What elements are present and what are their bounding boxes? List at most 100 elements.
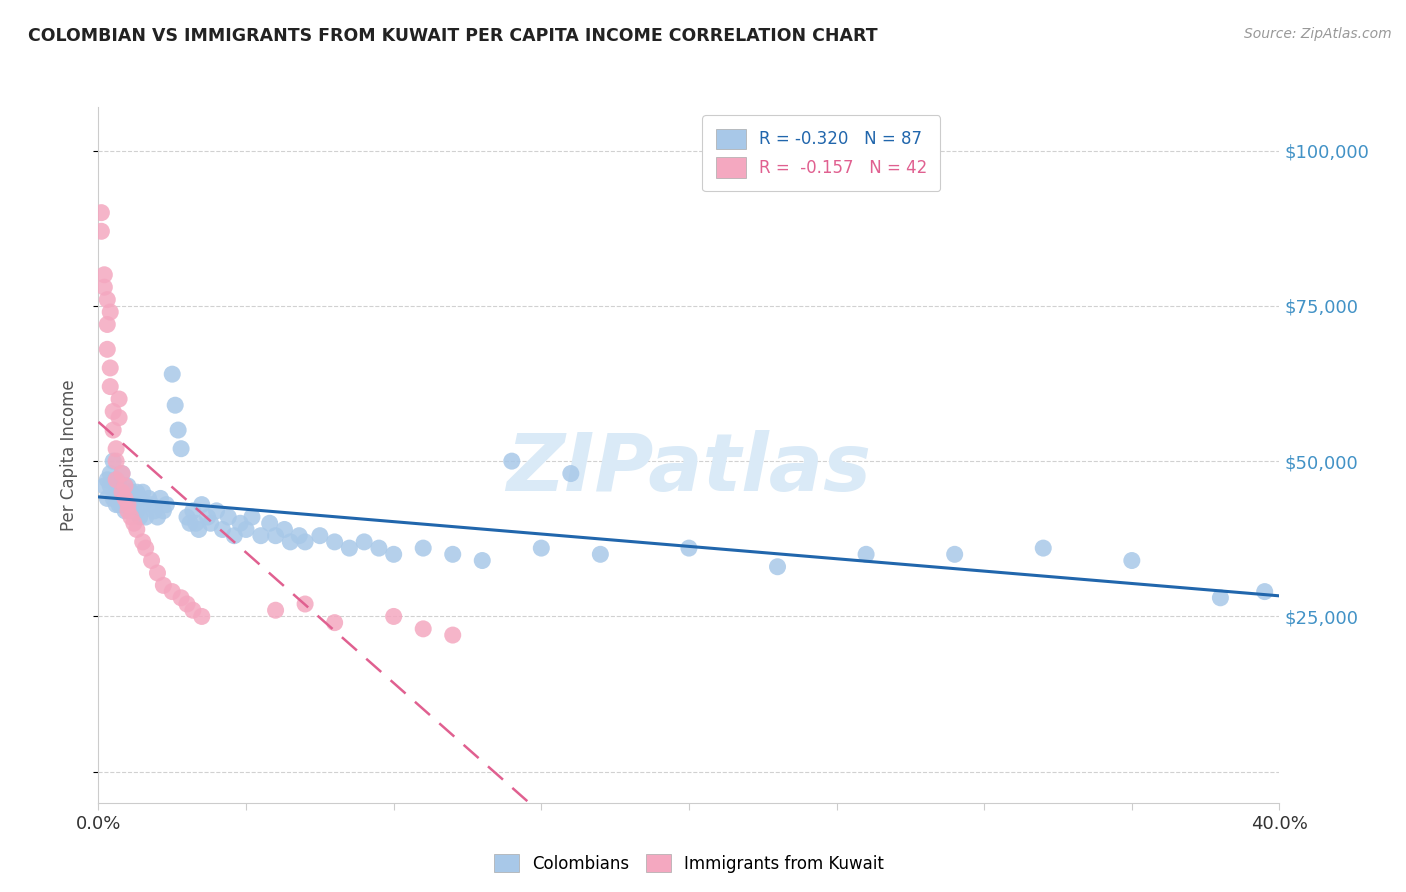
- Point: [323, 534, 346, 549]
- Text: COLOMBIAN VS IMMIGRANTS FROM KUWAIT PER CAPITA INCOME CORRELATION CHART: COLOMBIAN VS IMMIGRANTS FROM KUWAIT PER …: [28, 27, 877, 45]
- Point: [103, 454, 125, 468]
- Point: [149, 491, 172, 506]
- Point: [278, 534, 302, 549]
- Point: [132, 534, 155, 549]
- Point: [120, 504, 142, 518]
- Point: [205, 504, 228, 518]
- Point: [111, 491, 134, 506]
- Point: [108, 479, 131, 493]
- Legend: R = -0.320   N = 87, R =  -0.157   N = 42: R = -0.320 N = 87, R = -0.157 N = 42: [702, 115, 941, 191]
- Point: [93, 479, 115, 493]
- Point: [187, 523, 209, 537]
- Point: [90, 224, 112, 238]
- Point: [96, 293, 118, 307]
- Point: [368, 541, 391, 555]
- Point: [229, 516, 252, 531]
- Point: [152, 578, 174, 592]
- Point: [1209, 591, 1232, 605]
- Point: [353, 534, 375, 549]
- Point: [128, 491, 150, 506]
- Point: [191, 609, 214, 624]
- Point: [855, 547, 877, 561]
- Point: [135, 510, 157, 524]
- Point: [90, 205, 112, 219]
- Point: [117, 504, 139, 518]
- Point: [105, 485, 128, 500]
- Point: [165, 398, 187, 412]
- Point: [273, 523, 295, 537]
- Point: [162, 367, 183, 381]
- Point: [167, 423, 190, 437]
- Point: [122, 491, 145, 506]
- Point: [678, 541, 700, 555]
- Point: [294, 597, 316, 611]
- Point: [96, 491, 118, 506]
- Point: [103, 491, 125, 506]
- Point: [200, 516, 222, 531]
- Point: [117, 498, 139, 512]
- Point: [105, 473, 128, 487]
- Point: [105, 442, 128, 456]
- Point: [108, 498, 131, 512]
- Point: [125, 485, 148, 500]
- Point: [176, 597, 198, 611]
- Point: [98, 479, 121, 493]
- Point: [259, 516, 281, 531]
- Point: [766, 559, 789, 574]
- Point: [162, 584, 183, 599]
- Point: [323, 615, 346, 630]
- Point: [108, 410, 131, 425]
- Point: [93, 268, 115, 282]
- Point: [111, 467, 134, 481]
- Text: Source: ZipAtlas.com: Source: ZipAtlas.com: [1244, 27, 1392, 41]
- Point: [98, 467, 121, 481]
- Point: [120, 510, 142, 524]
- Point: [211, 523, 233, 537]
- Point: [111, 467, 134, 481]
- Point: [143, 504, 166, 518]
- Point: [170, 591, 193, 605]
- Point: [530, 541, 553, 555]
- Point: [132, 498, 155, 512]
- Point: [412, 622, 434, 636]
- Point: [98, 360, 121, 375]
- Point: [108, 491, 131, 506]
- Text: ZIPatlas: ZIPatlas: [506, 430, 872, 508]
- Point: [179, 516, 201, 531]
- Point: [114, 504, 136, 518]
- Point: [146, 566, 169, 580]
- Point: [96, 343, 118, 357]
- Point: [155, 498, 177, 512]
- Point: [943, 547, 966, 561]
- Point: [114, 491, 136, 506]
- Point: [125, 523, 148, 537]
- Point: [181, 504, 204, 518]
- Point: [471, 553, 494, 567]
- Point: [117, 479, 139, 493]
- Point: [111, 485, 134, 500]
- Point: [382, 609, 405, 624]
- Point: [217, 510, 239, 524]
- Point: [96, 473, 118, 487]
- Point: [176, 510, 198, 524]
- Point: [264, 603, 287, 617]
- Point: [105, 498, 128, 512]
- Point: [1254, 584, 1277, 599]
- Point: [240, 510, 263, 524]
- Point: [103, 423, 125, 437]
- Point: [96, 318, 118, 332]
- Point: [120, 485, 142, 500]
- Point: [122, 498, 145, 512]
- Point: [441, 547, 464, 561]
- Point: [235, 523, 257, 537]
- Point: [111, 498, 134, 512]
- Point: [250, 529, 273, 543]
- Point: [138, 491, 160, 506]
- Point: [125, 504, 148, 518]
- Point: [122, 516, 145, 531]
- Point: [132, 485, 155, 500]
- Point: [294, 534, 316, 549]
- Point: [117, 498, 139, 512]
- Point: [108, 392, 131, 406]
- Point: [1121, 553, 1143, 567]
